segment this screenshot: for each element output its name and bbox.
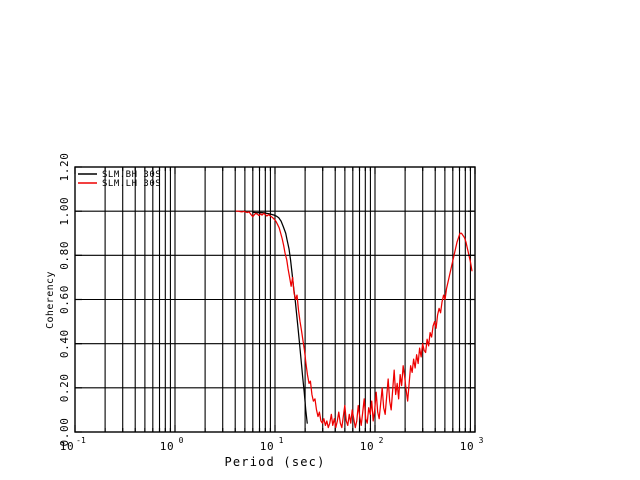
y-tick-label: 1.00 [58,197,71,226]
x-tick-exponent: 3 [479,436,484,445]
x-axis-tick-labels-group: 10 -1 10 0 10 1 10 2 10 3 [60,436,484,453]
y-axis-ticks-group [75,166,475,433]
y-axis-title: Coherency [45,271,56,329]
x-tick-label: 10 [160,440,174,453]
data-series-group [235,210,473,429]
legend-label-1: SLM.BH 30S [102,170,161,180]
x-tick-label: 10 [360,440,374,453]
major-horizontal-gridlines-group [75,210,475,389]
y-tick-label: 0.40 [58,329,71,358]
y-axis-tick-labels-group: 0.00 0.20 0.40 0.60 0.80 1.00 1.20 [58,153,71,447]
x-axis-ticks-group [74,167,476,432]
x-tick-exponent: -1 [76,436,86,445]
y-tick-label: 0.60 [58,285,71,314]
x-tick-label: 10 [60,440,74,453]
x-tick-exponent: 0 [179,436,184,445]
y-tick-label: 1.20 [58,153,71,182]
y-tick-label: 0.80 [58,241,71,270]
x-tick-exponent: 2 [379,436,384,445]
series-line-2 [235,210,473,429]
x-tick-label: 10 [460,440,474,453]
series-line-1 [252,211,308,424]
y-tick-label: 0.20 [58,373,71,402]
x-tick-label: 10 [260,440,274,453]
y-tick-label: 0.00 [58,418,71,447]
x-tick-exponent: 1 [279,436,284,445]
x-axis-title: Period (sec) [224,455,325,469]
legend-label-2: SLM.LH 30S [102,179,161,189]
